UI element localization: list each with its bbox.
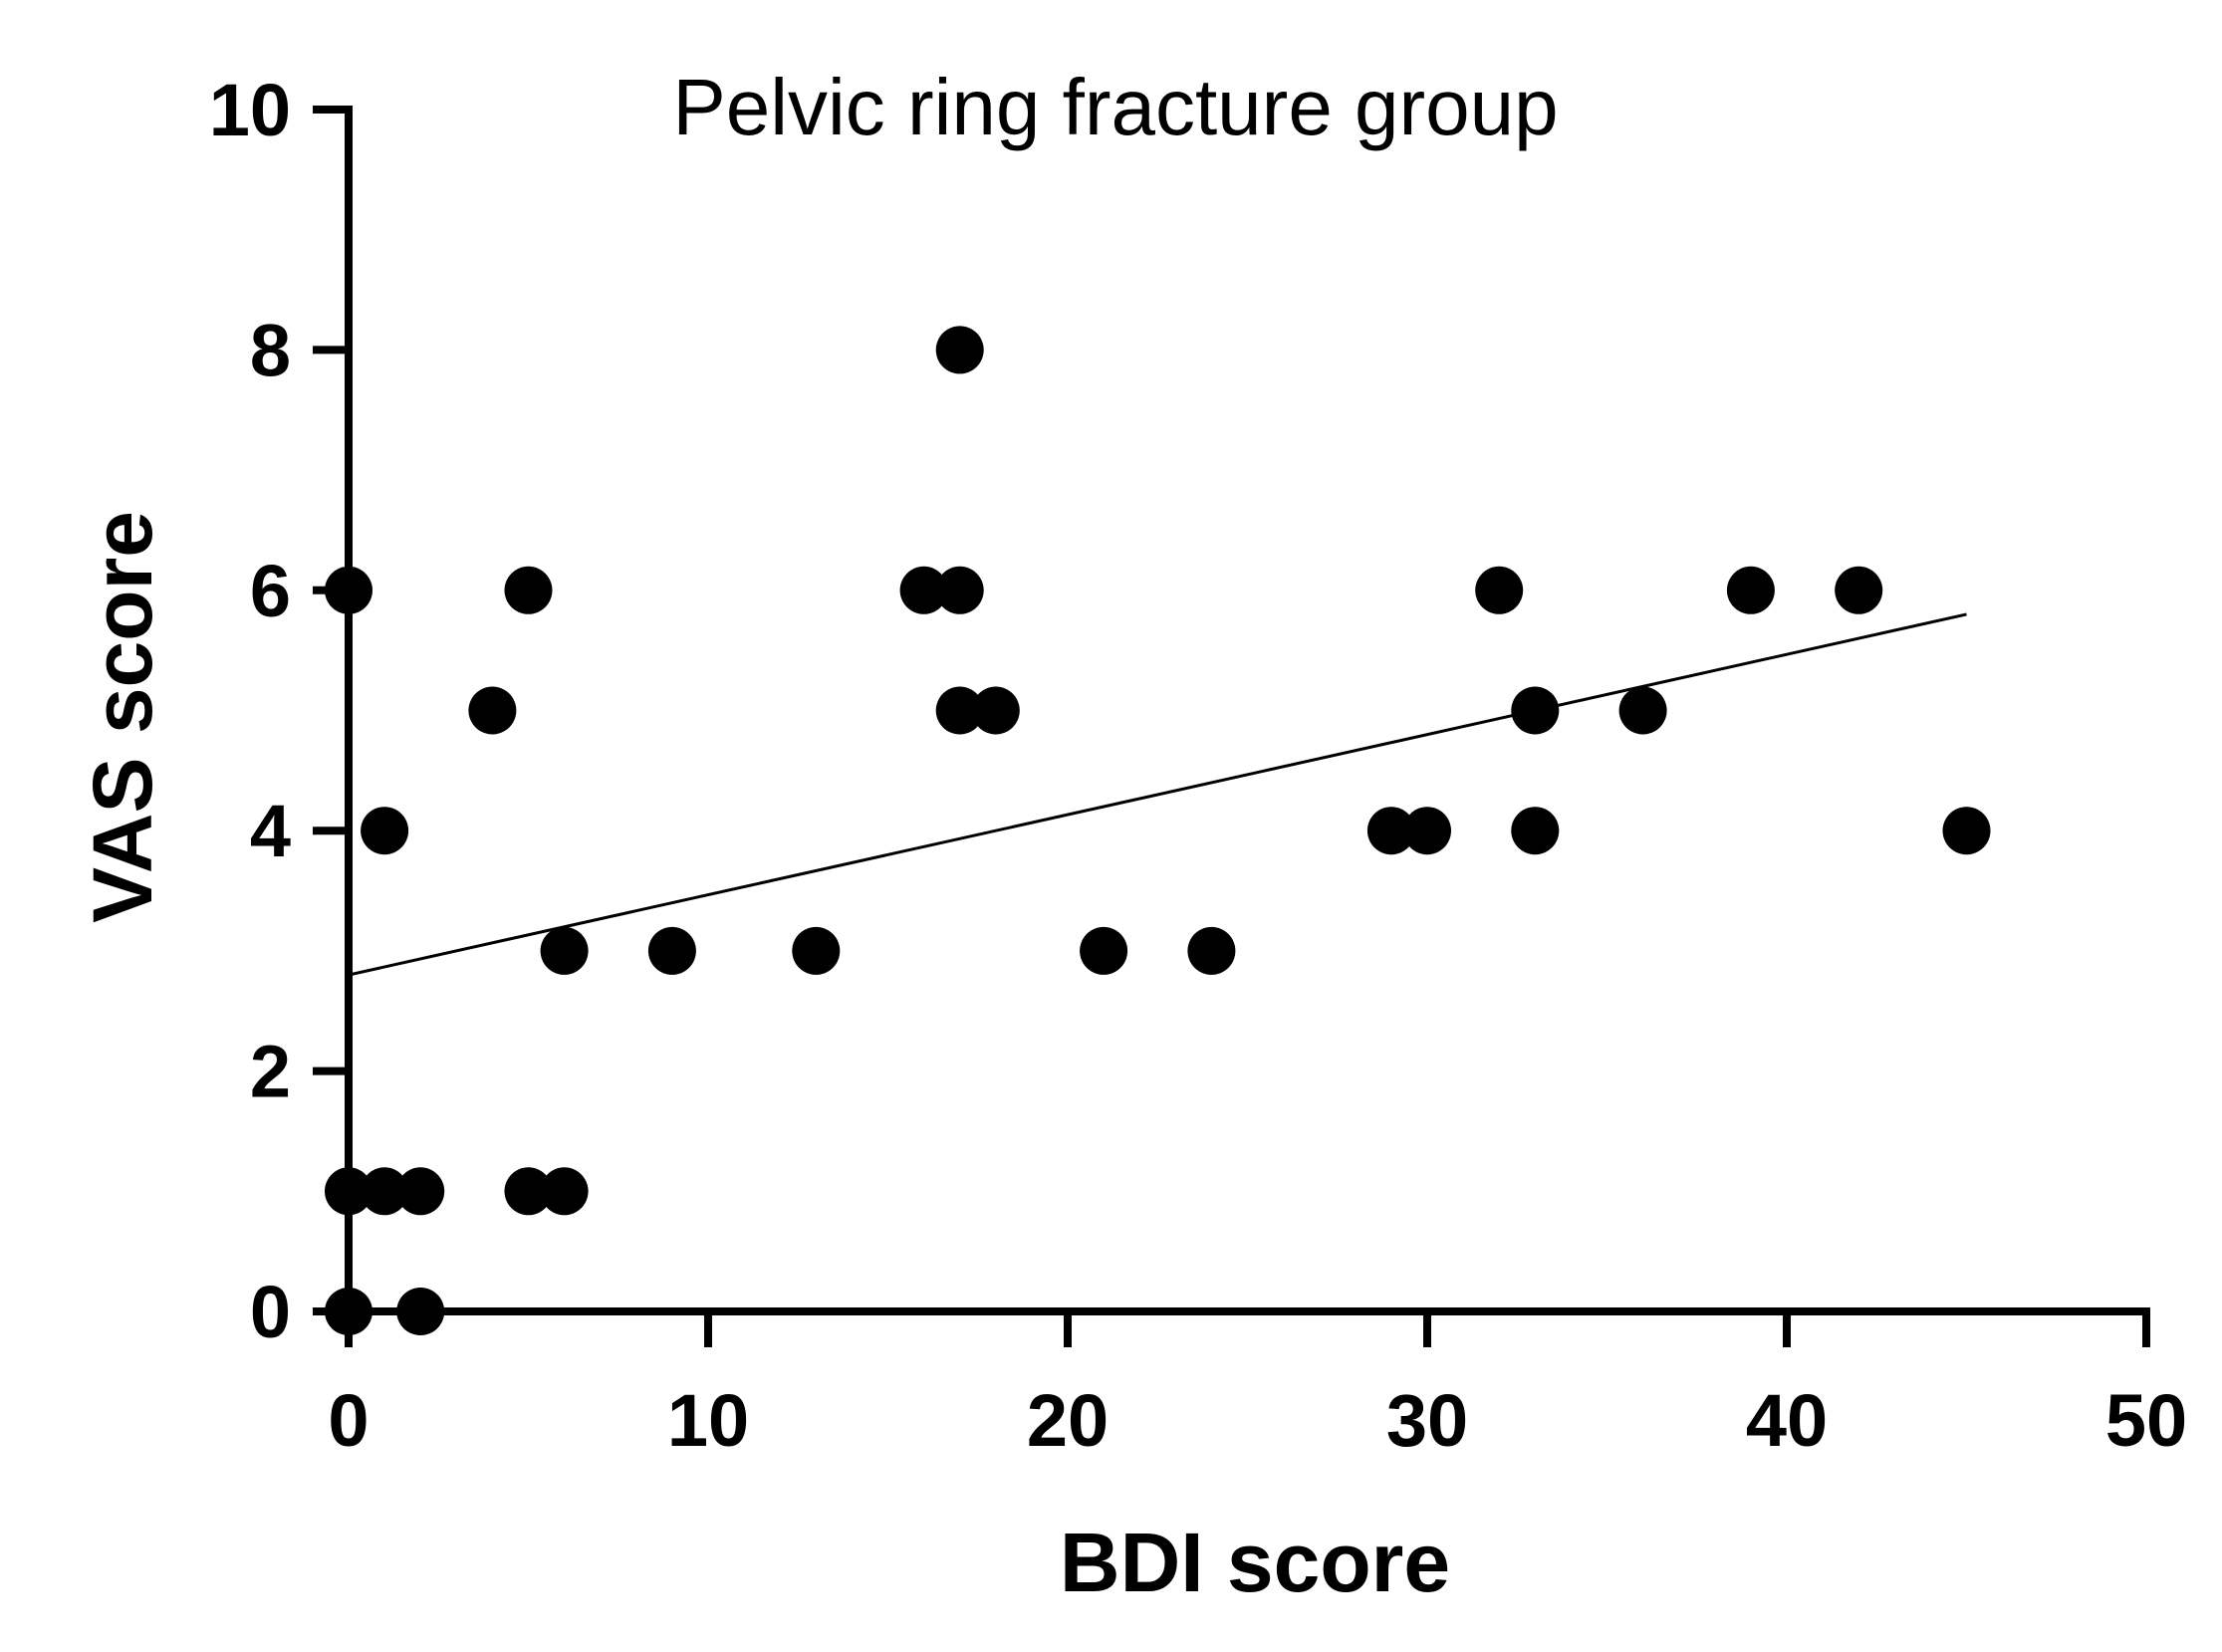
data-point <box>647 926 696 975</box>
data-point <box>1366 807 1415 855</box>
x-tick-label: 50 <box>2105 1379 2187 1462</box>
y-tick-label: 0 <box>250 1271 291 1353</box>
data-point <box>1475 566 1524 614</box>
x-tick-label: 40 <box>1746 1379 1828 1462</box>
x-tick-label: 0 <box>328 1379 369 1462</box>
data-point <box>1080 926 1128 975</box>
data-point <box>540 926 589 975</box>
data-point <box>468 686 517 735</box>
data-point <box>935 566 984 614</box>
regression-line <box>348 612 1967 977</box>
data-point <box>361 1167 409 1216</box>
x-tick-label: 30 <box>1386 1379 1468 1462</box>
data-point <box>1942 807 1991 855</box>
y-tick-label: 4 <box>250 790 291 872</box>
x-tick-label: 20 <box>1027 1379 1109 1462</box>
axes: 0 2 4 6 8 10 0 10 20 30 40 50 <box>209 69 2187 1462</box>
data-point <box>899 566 948 614</box>
data-point <box>325 1288 372 1335</box>
data-point <box>1835 566 1883 614</box>
data-point <box>935 326 984 374</box>
fit-line-group <box>348 612 1967 977</box>
data-points <box>325 326 1991 1335</box>
data-point <box>325 566 372 614</box>
chart-title: Pelvic ring fracture group <box>672 63 1558 151</box>
data-point <box>540 1167 589 1216</box>
y-tick-label: 6 <box>250 550 291 632</box>
y-axis-title: VAS score <box>76 511 169 923</box>
data-point <box>1403 807 1451 855</box>
data-point <box>1187 926 1236 975</box>
data-point <box>1726 566 1775 614</box>
data-point <box>504 566 553 614</box>
data-point <box>1618 686 1667 735</box>
y-tick-label: 10 <box>209 69 291 151</box>
data-point <box>396 1167 445 1216</box>
data-point <box>935 686 984 735</box>
data-point <box>792 926 841 975</box>
x-tick-label: 10 <box>667 1379 749 1462</box>
y-tick-label: 8 <box>250 309 291 391</box>
data-point <box>504 1167 553 1216</box>
data-point <box>396 1288 445 1335</box>
data-point <box>1511 807 1560 855</box>
data-point <box>971 686 1020 735</box>
data-point <box>361 807 409 855</box>
data-point <box>1511 686 1560 735</box>
x-axis-title: BDI score <box>1060 1516 1450 1609</box>
y-tick-label: 2 <box>250 1031 291 1113</box>
data-point <box>325 1167 372 1216</box>
